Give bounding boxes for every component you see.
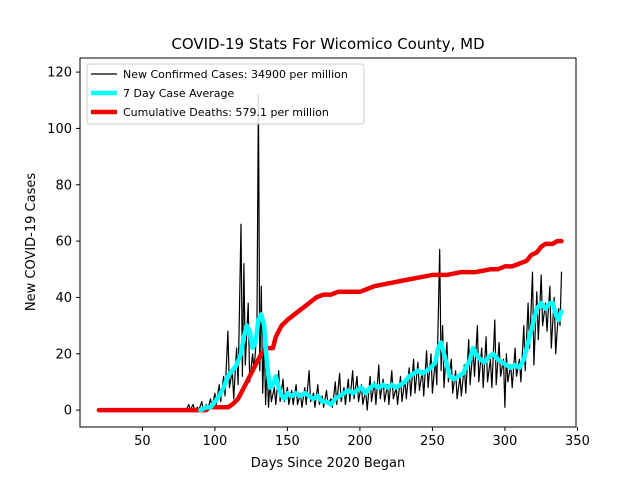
legend-entry-cumulative-deaths-label: Cumulative Deaths: 579.1 per million [123,106,329,119]
y-tick-label: 20 [55,347,72,362]
legend-entry-new-cases-label: New Confirmed Cases: 34900 per million [123,68,348,81]
y-axis-label: New COVID-19 Cases [24,173,39,311]
x-axis-label: Days Since 2020 Began [251,456,406,471]
y-tick-label: 0 [64,404,72,419]
plot-frame [79,57,577,428]
series-line-7-day-average [198,300,564,413]
y-tick-label: 80 [55,178,72,193]
y-axis: 0 20 40 60 80 100 120 [47,66,80,419]
x-tick-label: 300 [493,434,518,449]
x-axis: 50 100 150 200 250 300 350 [134,427,590,449]
x-tick-label: 50 [134,434,151,449]
legend-entry-7-day-average-label: 7 Day Case Average [123,87,235,100]
x-tick-label: 150 [275,434,300,449]
x-tick-label: 100 [202,434,227,449]
y-tick-label: 120 [47,66,72,81]
chart-title: COVID-19 Stats For Wicomico County, MD [171,35,484,53]
x-tick-label: 350 [565,434,590,449]
series-line-cumulative-deaths [96,238,564,413]
y-tick-label: 60 [55,235,72,250]
x-tick-label: 250 [420,434,445,449]
legend-box [86,63,365,125]
y-tick-label: 100 [47,122,72,137]
legend: New Confirmed Cases: 34900 per million 7 … [86,63,365,125]
series-layer [96,93,564,413]
x-tick-label: 200 [347,434,372,449]
y-tick-label: 40 [55,291,72,306]
